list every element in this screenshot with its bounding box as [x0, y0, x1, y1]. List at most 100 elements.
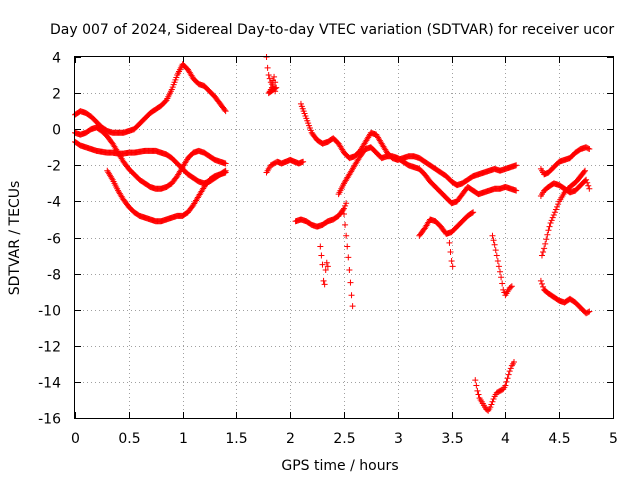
data-point [343, 200, 350, 207]
data-point [488, 401, 495, 408]
x-axis-label: GPS time / hours [281, 458, 398, 474]
x-tick-label: 2.5 [333, 431, 355, 447]
data-point [582, 167, 589, 174]
data-point [585, 309, 592, 316]
data-point [470, 209, 477, 216]
x-tick-label: 0 [71, 431, 80, 447]
data-point [555, 201, 562, 208]
data-point [272, 79, 279, 86]
data-point [585, 182, 592, 189]
grid [75, 57, 613, 418]
data-point [545, 227, 552, 234]
data-point [493, 252, 500, 259]
y-tick-label: -10 [38, 304, 61, 320]
data-point [513, 162, 520, 169]
series-sat-e [263, 54, 280, 97]
data-points [72, 54, 593, 414]
plot-frame [74, 56, 614, 419]
data-point [538, 280, 545, 287]
chart-title: Day 007 of 2024, Sidereal Day-to-day VTE… [50, 22, 614, 38]
series-sat-b [72, 124, 229, 192]
data-point [448, 257, 455, 264]
series-sat-r [538, 167, 589, 259]
data-point [222, 108, 229, 115]
data-point [322, 266, 329, 273]
data-point [490, 396, 497, 403]
data-point [447, 248, 454, 255]
data-point [541, 245, 548, 252]
series-sat-m [446, 239, 456, 270]
data-point [265, 72, 272, 79]
data-point [586, 146, 593, 153]
y-tick-label: -2 [47, 159, 61, 175]
data-point [341, 211, 347, 218]
x-tick-label: 4.5 [548, 431, 570, 447]
data-point [320, 277, 327, 284]
data-point [538, 252, 545, 259]
data-point [503, 378, 510, 385]
data-point [546, 223, 553, 230]
y-tick-label: -4 [47, 195, 61, 211]
data-point [487, 404, 494, 411]
data-point [271, 85, 278, 92]
data-point [342, 202, 349, 209]
data-point [272, 88, 279, 95]
data-point [489, 398, 496, 405]
data-point [504, 375, 511, 382]
series-sat-p [537, 144, 593, 178]
data-point [222, 169, 229, 176]
data-point [547, 220, 554, 227]
data-point [319, 261, 326, 268]
x-tick-label: 5 [609, 431, 618, 447]
data-point [348, 292, 355, 299]
series-sat-f [263, 156, 307, 176]
series-sat-j [297, 100, 520, 189]
series-sat-o [472, 359, 518, 414]
data-point [554, 203, 561, 210]
data-point [513, 187, 520, 194]
data-point [505, 371, 512, 378]
data-point [446, 239, 453, 246]
data-point [583, 176, 590, 183]
data-point [550, 211, 557, 218]
data-point [508, 283, 515, 290]
data-point [542, 240, 549, 247]
data-point [349, 303, 356, 310]
y-tick-label: -6 [47, 232, 61, 248]
x-tick-label: 3.5 [441, 431, 463, 447]
data-point [506, 368, 513, 375]
series-sat-n [489, 232, 515, 299]
y-tick-label: 2 [52, 87, 61, 103]
data-point [586, 185, 593, 192]
data-point [551, 209, 558, 216]
data-point [222, 160, 229, 167]
data-point [497, 268, 504, 275]
y-tick-label: 0 [52, 123, 61, 139]
data-point [340, 206, 347, 213]
x-tick-label: 3 [394, 431, 403, 447]
y-tick-label: 4 [52, 51, 61, 67]
series-sat-a [72, 61, 229, 136]
data-point [345, 254, 352, 261]
data-point [264, 64, 271, 71]
data-point [491, 241, 498, 248]
series-sat-i [341, 211, 356, 310]
data-point [585, 145, 592, 152]
data-point [537, 277, 544, 284]
axis-ticks: 0 0.5 1 1.5 2 2.5 3 3.5 4 4.5 5 -16 -14 -12 -10 -8 -6 -4 -… [38, 51, 618, 448]
y-tick-label: -14 [38, 376, 61, 392]
data-point [543, 236, 550, 243]
data-point [344, 243, 351, 250]
data-point [347, 279, 354, 286]
data-point [266, 75, 273, 82]
series-sat-h [317, 243, 331, 288]
data-point [492, 247, 499, 254]
data-point [502, 382, 509, 389]
data-point [544, 231, 551, 238]
data-point [342, 221, 349, 228]
data-point [499, 280, 506, 287]
data-point [500, 286, 507, 293]
data-point [540, 248, 547, 255]
data-point [221, 106, 228, 113]
